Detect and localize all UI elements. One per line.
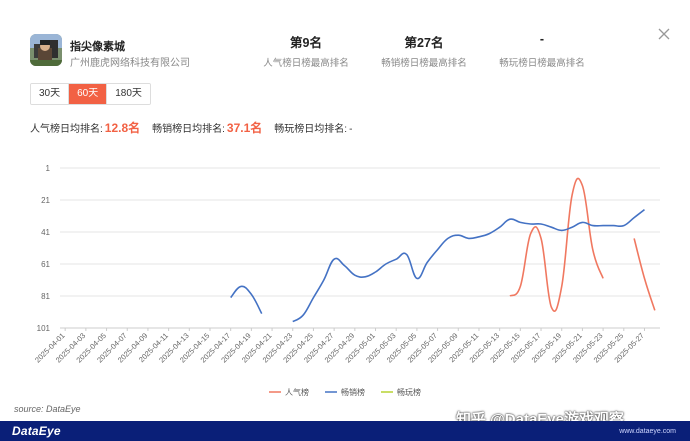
footer-url: www.dataeye.com <box>619 428 676 435</box>
footer-bar: DataEye www.dataeye.com <box>0 421 690 441</box>
y-tick-label: 101 <box>37 324 51 333</box>
legend-play-label: 畅玩榜 <box>397 387 421 397</box>
tab-30-days[interactable]: 30天 <box>31 84 70 104</box>
range-tabs: 30天 60天 180天 <box>30 83 151 105</box>
y-tick-label: 41 <box>41 228 50 237</box>
stat-value: - <box>539 32 545 46</box>
close-icon[interactable] <box>656 26 672 42</box>
app-name: 指尖像素城 <box>70 41 125 53</box>
y-tick-label: 61 <box>41 260 50 269</box>
stat-label: 畅玩榜日榜最高排名 <box>499 58 585 69</box>
stat-popularity-best: 第9名 人气榜日榜最高排名 <box>251 32 361 69</box>
avg-popularity-label: 人气榜日均排名: <box>30 124 103 135</box>
avg-bestseller-value: 37.1名 <box>226 121 263 135</box>
avg-popularity-value: 12.8名 <box>104 121 141 135</box>
avg-bestseller-label: 畅销榜日均排名: <box>152 124 225 135</box>
stat-play-best: - 畅玩榜日榜最高排名 <box>487 32 597 69</box>
legend-popularity-label: 人气榜 <box>285 387 309 397</box>
tab-180-days[interactable]: 180天 <box>107 84 150 104</box>
app-header: 指尖像素城 广州鹿虎网络科技有限公司 第9名 人气榜日榜最高排名 第27名 畅销… <box>0 0 690 78</box>
stat-value: 第9名 <box>290 36 322 50</box>
stat-value: 第27名 <box>404 36 444 50</box>
avg-play: 畅玩榜日均排名: - <box>274 120 352 135</box>
avg-play-value: - <box>349 124 353 135</box>
footer-brand: DataEye <box>12 424 61 438</box>
source-note: source: DataEye <box>14 404 81 414</box>
y-tick-label: 81 <box>41 292 50 301</box>
y-tick-label: 1 <box>46 164 51 173</box>
tab-60-days[interactable]: 60天 <box>69 84 108 104</box>
legend-bestseller-label: 畅销榜 <box>341 387 365 397</box>
app-icon <box>30 34 62 66</box>
series-popularity-line <box>633 238 656 311</box>
stat-label: 畅销榜日榜最高排名 <box>381 58 467 69</box>
stat-label: 人气榜日榜最高排名 <box>263 58 349 69</box>
avg-play-label: 畅玩榜日均排名: <box>274 124 348 135</box>
avg-bestseller: 畅销榜日均排名: 37.1名 <box>152 119 262 136</box>
series-bestseller-line <box>230 285 263 314</box>
average-rank-row: 人气榜日均排名: 12.8名 畅销榜日均排名: 37.1名 畅玩榜日均排名: - <box>30 119 364 136</box>
stat-bestseller-best: 第27名 畅销榜日榜最高排名 <box>369 32 479 69</box>
y-tick-label: 21 <box>41 196 50 205</box>
avg-popularity: 人气榜日均排名: 12.8名 <box>30 119 140 136</box>
app-company: 广州鹿虎网络科技有限公司 <box>70 58 190 69</box>
series-bestseller-line <box>292 208 645 323</box>
series-popularity-line <box>509 177 604 312</box>
rank-trend-chart: 1214161811012025-04-012025-04-032025-04-… <box>33 164 660 397</box>
